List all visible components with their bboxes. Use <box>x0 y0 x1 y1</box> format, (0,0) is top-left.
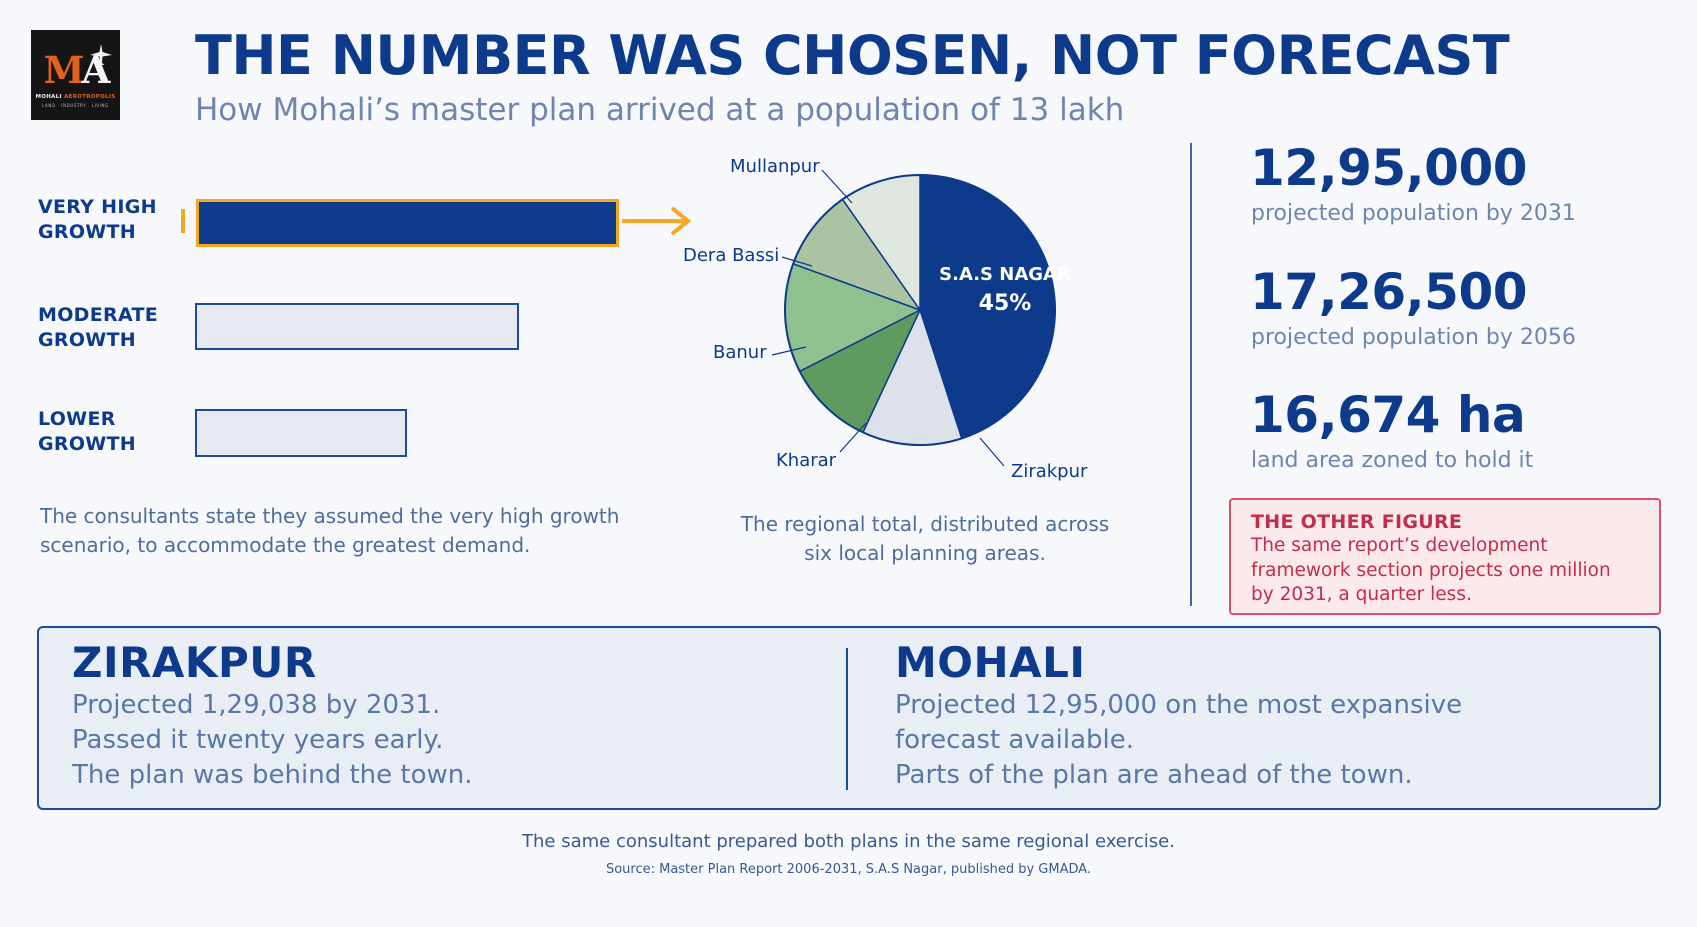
pie-chart: S.A.S NAGAR 45% <box>784 174 1071 446</box>
comparison-divider <box>846 648 848 790</box>
airplane-icon <box>90 44 112 65</box>
logo-mark: MA <box>43 48 111 92</box>
column-divider <box>1190 143 1192 606</box>
pie-highlight-name: S.A.S NAGAR <box>939 264 1071 285</box>
stat-value-2056: 17,26,500 <box>1250 263 1528 321</box>
comparison-mohali: MOHALI Projected 12,95,000 on the most e… <box>895 638 1463 790</box>
pie-label-zirakpur: Zirakpur <box>1011 461 1088 482</box>
bar-lower-growth <box>195 409 407 457</box>
mohali-heading: MOHALI <box>895 638 1086 687</box>
comparison-zirakpur: ZIRAKPUR Projected 1,29,038 by 2031. Pas… <box>72 638 473 790</box>
scenario-label-moderate: MODERATE GROWTH <box>38 304 159 351</box>
footer-note: The same consultant prepared both plans … <box>522 831 1175 852</box>
pie-label-mullanpur: Mullanpur <box>730 156 820 177</box>
bar-moderate-growth <box>195 303 519 350</box>
pie-note: The regional total, distributed across si… <box>740 512 1110 565</box>
logo-tagline: LAND · INDUSTRY · LIVING <box>42 103 109 108</box>
selection-marker <box>181 209 185 233</box>
comparison-panel <box>37 626 1661 810</box>
stat-caption-2056: projected population by 2056 <box>1251 325 1576 350</box>
pie-label-banur: Banur <box>713 342 767 363</box>
scenario-label-very-high: VERY HIGH GROWTH <box>38 196 157 243</box>
source-citation: Source: Master Plan Report 2006-2031, S.… <box>605 862 1092 877</box>
logo: MA MOHALI AEROTROPOLIS LAND · INDUSTRY ·… <box>31 30 120 120</box>
scenario-label-lower: LOWER GROWTH <box>38 408 136 455</box>
zirakpur-heading: ZIRAKPUR <box>72 638 317 687</box>
pie-outline <box>784 174 1056 446</box>
scenario-note: The consultants state they assumed the v… <box>40 504 620 557</box>
page-subtitle: How Mohali’s master plan arrived at a po… <box>195 92 1125 128</box>
stat-caption-land-area: land area zoned to hold it <box>1251 448 1534 473</box>
stat-value-2031: 12,95,000 <box>1250 139 1528 197</box>
other-figure-callout: THE OTHER FIGURE The same report’s devel… <box>1229 498 1661 615</box>
pie-label-dera-bassi: Dera Bassi <box>683 245 780 266</box>
pie-label-kharar: Kharar <box>776 450 837 471</box>
logo-name: MOHALI AEROTROPOLIS <box>35 94 116 100</box>
stat-value-land-area: 16,674 ha <box>1250 386 1526 444</box>
stat-caption-2031: projected population by 2031 <box>1251 201 1576 226</box>
page-title: THE NUMBER WAS CHOSEN, NOT FORECAST <box>195 24 1510 87</box>
pie-highlight-pct: 45% <box>979 291 1032 316</box>
bar-very-high-growth <box>196 199 619 247</box>
other-figure-heading: THE OTHER FIGURE <box>1251 511 1463 533</box>
arrow-right-icon <box>622 206 692 236</box>
